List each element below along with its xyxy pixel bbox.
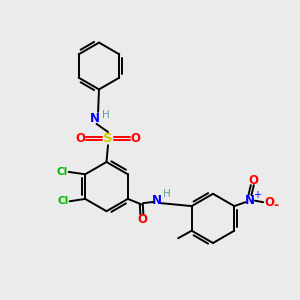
Text: N: N — [89, 112, 100, 125]
Text: S: S — [103, 132, 113, 145]
Text: H: H — [163, 189, 170, 199]
Text: H: H — [102, 110, 110, 120]
Text: Cl: Cl — [56, 167, 68, 177]
Text: O: O — [130, 132, 141, 145]
Text: O: O — [75, 132, 85, 145]
Text: -: - — [274, 199, 279, 212]
Text: N: N — [152, 194, 162, 207]
Text: O: O — [248, 174, 258, 187]
Text: N: N — [245, 194, 255, 207]
Text: O: O — [264, 196, 274, 209]
Text: Cl: Cl — [57, 196, 69, 206]
Text: +: + — [254, 190, 261, 200]
Text: O: O — [137, 213, 147, 226]
